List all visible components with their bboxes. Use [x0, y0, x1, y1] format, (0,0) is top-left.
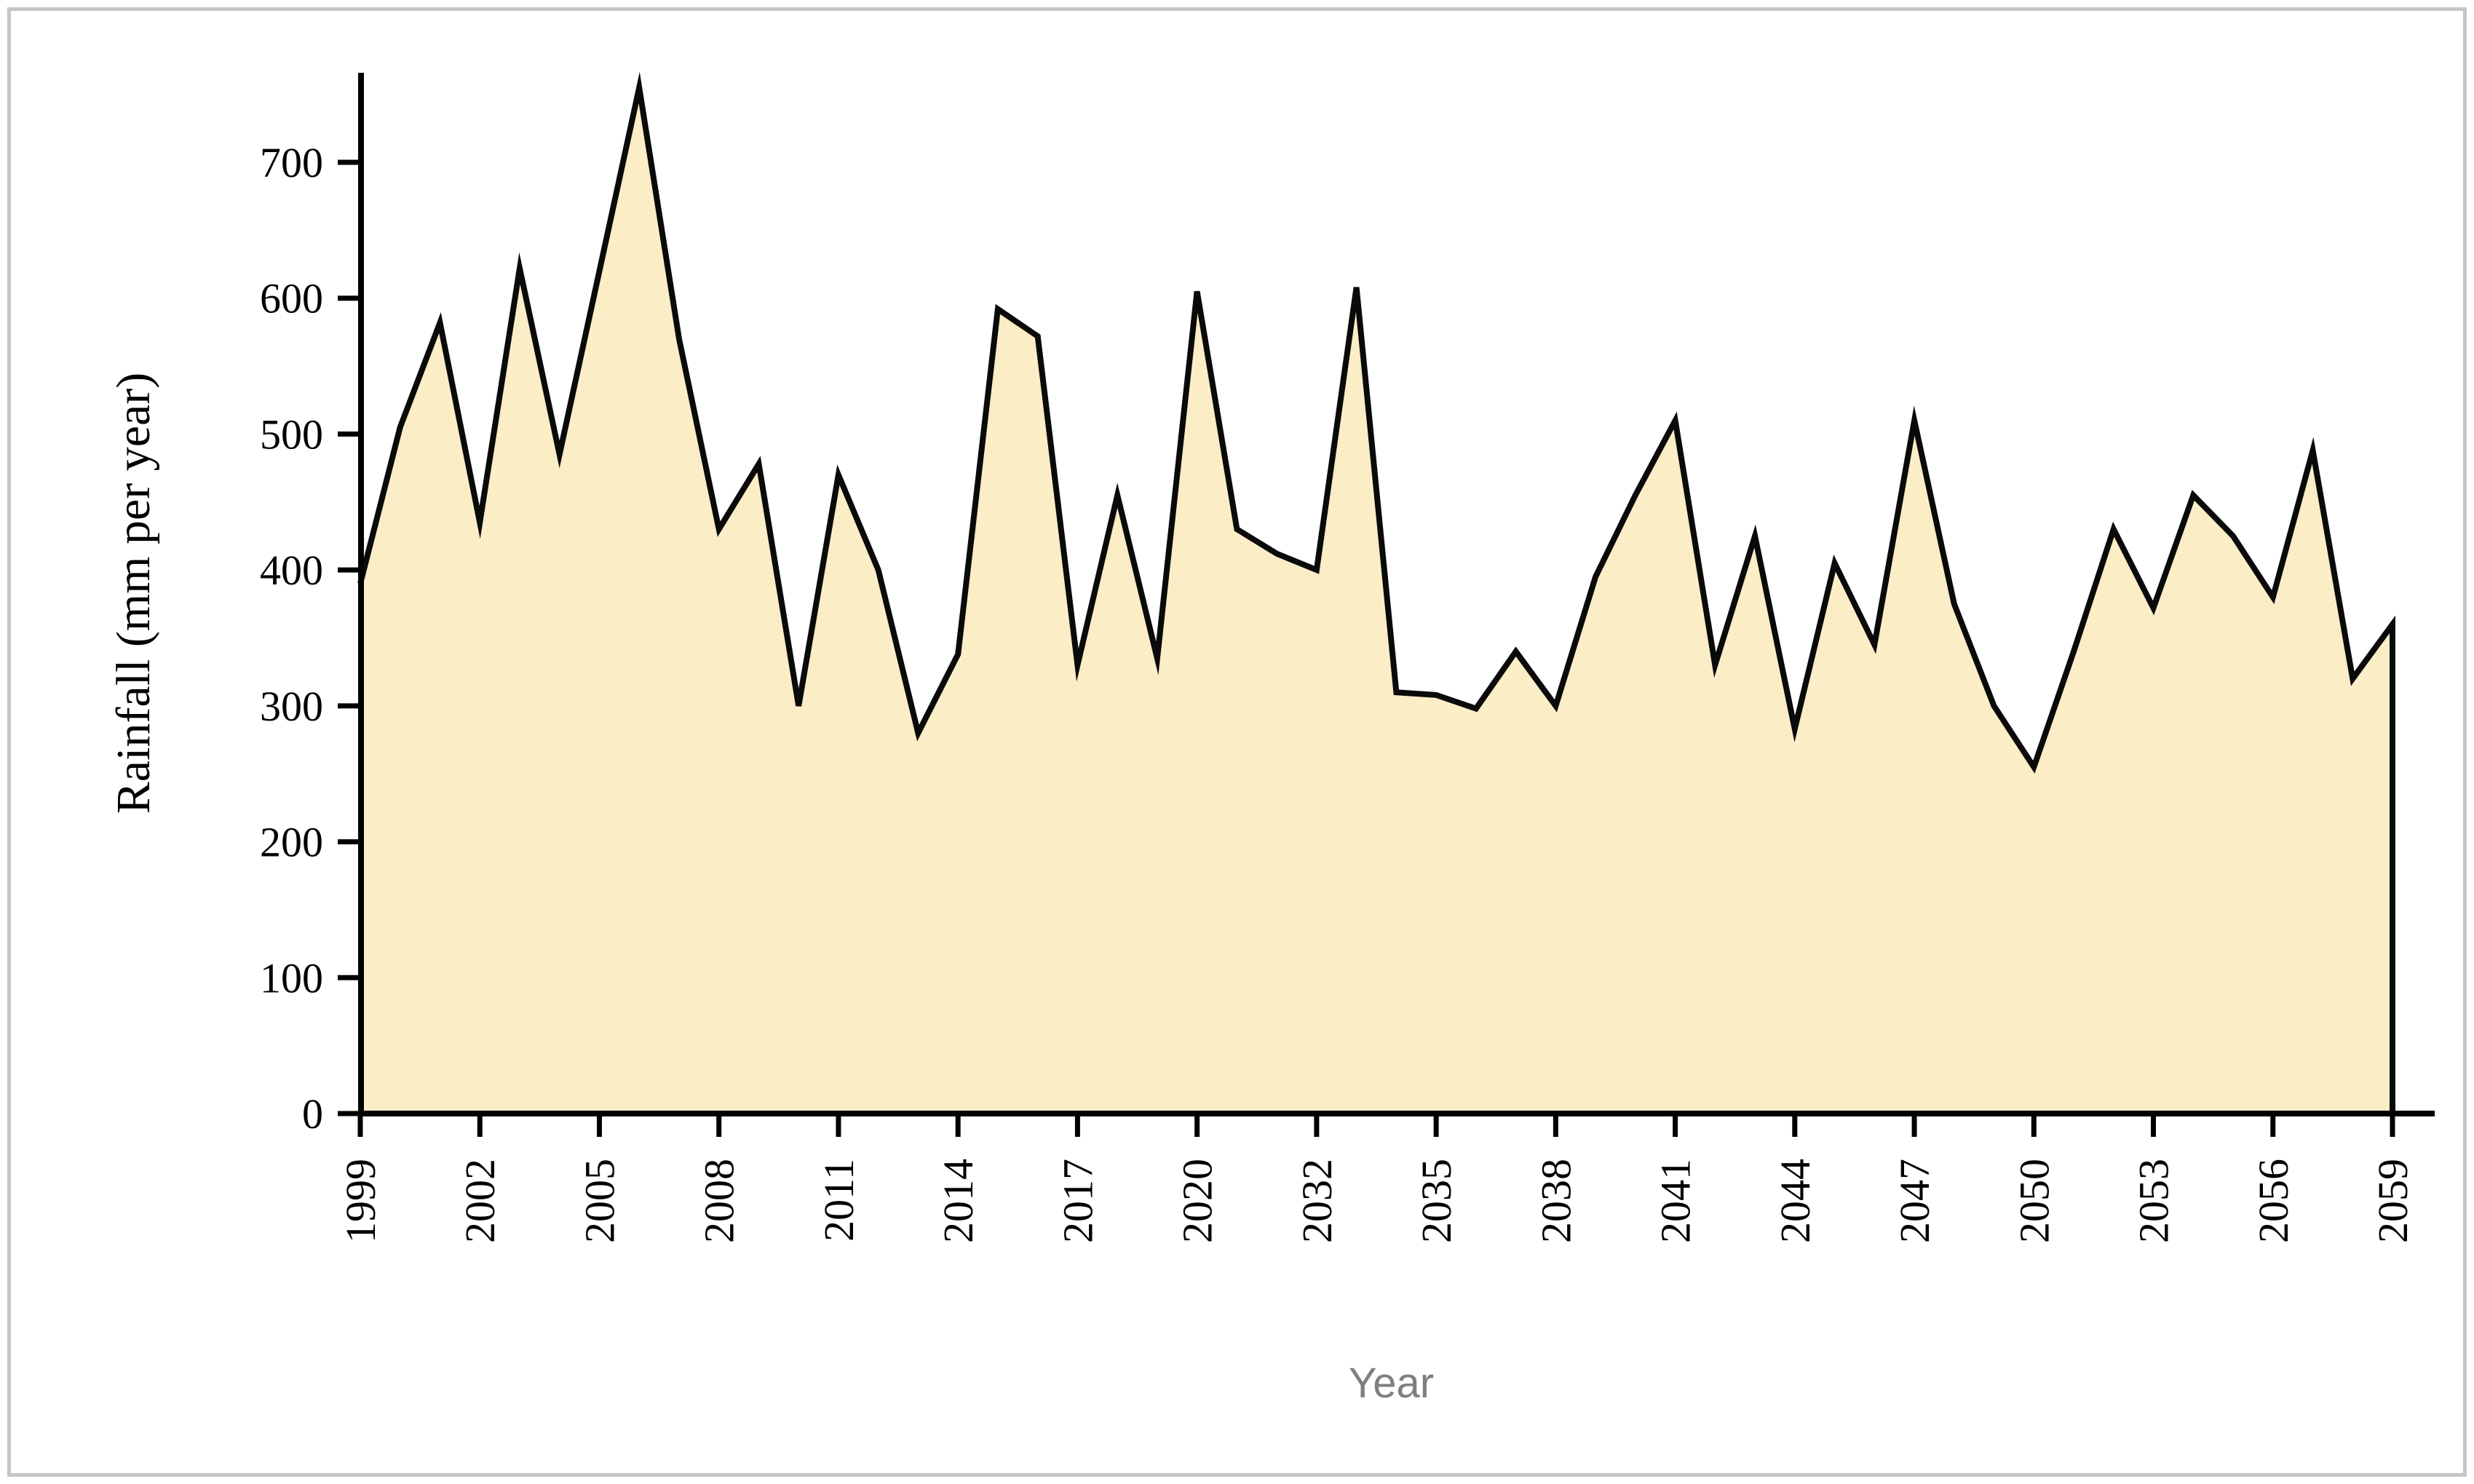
x-tick-label: 2005	[576, 1159, 623, 1243]
x-tick-label: 2035	[1413, 1159, 1460, 1243]
x-tick-label: 2050	[2010, 1159, 2058, 1243]
y-tick-label: 200	[260, 819, 323, 866]
x-tick-label: 2041	[1652, 1159, 1700, 1243]
x-tick-label: 2038	[1532, 1159, 1579, 1243]
figure-border	[7, 7, 2467, 1477]
x-tick-label: 2047	[1891, 1159, 1938, 1243]
y-tick-label: 300	[260, 683, 323, 730]
series-area	[360, 87, 2392, 1114]
x-tick-label: 2014	[935, 1159, 982, 1243]
y-tick-label: 400	[260, 547, 323, 594]
x-tick-label: 2044	[1772, 1159, 1819, 1243]
x-tick-label: 2020	[1174, 1159, 1221, 1243]
x-tick-label: 2002	[456, 1159, 504, 1243]
series-line	[357, 71, 2395, 1114]
x-tick-label: 2056	[2250, 1159, 2297, 1243]
x-tick-label: 2053	[2130, 1159, 2178, 1243]
y-tick-label: 500	[260, 410, 323, 458]
x-tick-label: 2017	[1054, 1159, 1101, 1243]
x-tick-label: 2008	[696, 1159, 743, 1243]
y-axis-title: Rainfall (mm per year)	[107, 373, 160, 814]
x-axis-title: Year	[1349, 1360, 1434, 1407]
x-tick-label: 2059	[2369, 1159, 2416, 1243]
y-tick-label: 100	[260, 954, 323, 1001]
x-tick-label: 2032	[1293, 1159, 1341, 1243]
x-tick-label: 1999	[337, 1159, 384, 1243]
y-tick-label: 600	[260, 275, 323, 322]
y-tick-label: 700	[260, 139, 323, 186]
y-tick-label: 0	[302, 1090, 323, 1138]
x-tick-label: 2011	[815, 1159, 863, 1242]
